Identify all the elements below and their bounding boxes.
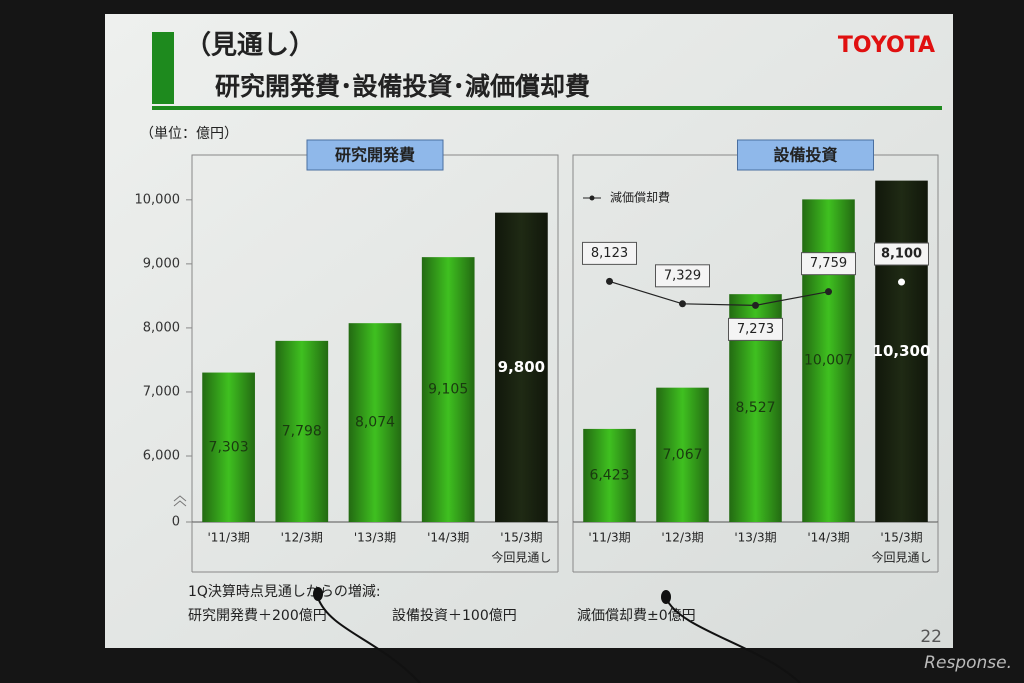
data-label-box [582,241,637,265]
brand: TOYOTA [838,33,935,58]
x-tick-label: '11/3期 [207,531,249,545]
note-item: 減価償却費±0億円 [577,607,696,624]
x-tick-label: '12/3期 [281,531,323,545]
value-label: 10,300 [873,342,931,360]
x-tick-label: '13/3期 [354,531,396,545]
bar [495,212,548,522]
bar [656,387,709,522]
value-label: 10,007 [804,353,853,369]
mic-cable [317,597,421,683]
data-label: 8,100 [881,247,922,262]
subtitle: 研究開発費･設備投資･減価償却費 [215,72,590,101]
value-label: 8,074 [355,415,395,431]
y-tick-label: 6,000 [143,449,180,464]
watermark: Response. [924,653,1012,673]
data-label: 7,329 [664,268,701,283]
x-tick-label: '11/3期 [588,531,630,545]
y-tick-label: 8,000 [143,320,180,335]
data-label-box [801,252,856,276]
value-label: 8,527 [735,400,775,416]
axis-break [173,495,187,507]
mic [661,590,671,604]
forecast-label: 今回見通し [491,550,551,565]
x-tick-label: '12/3期 [661,531,703,545]
panel-title-box [737,139,874,171]
x-tick-label: '15/3期 [500,531,542,545]
bar [202,372,255,522]
line-point [825,288,832,296]
panel-title-box [306,139,444,171]
bar [421,257,475,522]
header-rule [152,106,942,110]
value-label: 9,800 [498,358,545,376]
bar [583,428,636,522]
forecast-label: 今回見通し [871,550,931,565]
data-label: 8,123 [591,246,628,261]
y-tick-label: 0 [172,515,180,530]
header-accent [152,32,174,104]
legend-label: 減価償却費 [610,190,670,205]
note-item: 研究開発費＋200億円 [188,608,327,624]
y-tick-label: 9,000 [143,256,180,271]
value-label: 9,105 [428,382,468,398]
note-heading: 1Q決算時点見通しからの増減: [188,583,381,600]
value-label: 7,303 [209,439,249,455]
bar [348,323,402,522]
x-tick-label: '15/3期 [880,531,922,545]
note-item: 設備投資＋100億円 [392,608,517,624]
line-point [679,300,686,308]
value-label: 7,798 [282,423,322,439]
line-point [898,278,905,286]
data-label: 7,273 [737,322,774,337]
x-tick-label: '13/3期 [734,531,776,545]
line [609,280,829,306]
value-label: 6,423 [589,467,629,483]
data-label: 7,759 [810,256,847,271]
unit-label: （単位：億円） [140,126,238,142]
line-point [606,277,613,285]
title: （見通し） [185,31,315,61]
data-label-box [728,317,783,341]
page-number: 22 [920,627,942,647]
data-label-box [655,264,710,288]
mic-cable [665,597,801,683]
mic [313,587,323,601]
panel-title: 研究開発費 [335,146,415,165]
panel-title: 設備投資 [773,146,837,165]
line-point [752,301,759,309]
bar [275,340,329,522]
x-tick-label: '14/3期 [427,531,469,545]
x-tick-label: '14/3期 [807,531,849,545]
value-label: 7,067 [662,447,702,463]
y-tick-label: 10,000 [135,192,181,207]
bar [875,180,928,523]
y-tick-label: 7,000 [143,384,180,399]
data-label-box [874,242,929,266]
